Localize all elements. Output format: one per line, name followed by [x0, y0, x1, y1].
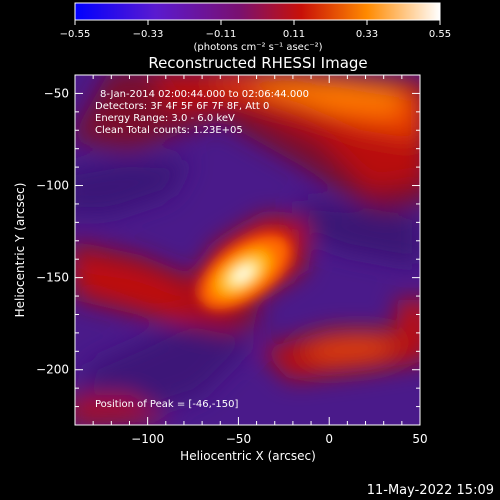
y-tick-label: −150	[36, 271, 69, 285]
x-tick-label: −100	[131, 432, 164, 446]
y-tick-label: −100	[36, 179, 69, 193]
colorbar-unit-label: (photons cm⁻² s⁻¹ asec⁻²)	[193, 42, 322, 53]
colorbar-gradient	[74, 2, 441, 21]
colorbar-tick-label: 0.11	[283, 29, 305, 40]
colorbar-tick-label: 0.33	[356, 29, 378, 40]
annotation-block: 8-Jan-2014 02:00:44.000 to 02:06:44.000D…	[95, 89, 309, 136]
heatmap-image	[75, 75, 420, 425]
y-axis: −50 −100 −150 −200	[36, 74, 420, 426]
colorbar-tick-label: −0.33	[133, 29, 164, 40]
y-axis-label: Heliocentric Y (arcsec)	[13, 183, 27, 318]
plot-frame	[74, 74, 421, 426]
annotation-line: Energy Range: 3.0 - 6.0 keV	[95, 113, 235, 124]
x-axis-label: Heliocentric X (arcsec)	[180, 449, 316, 463]
annotation-line: Detectors: 3F 4F 5F 6F 7F 8F, Att 0	[95, 101, 269, 112]
colorbar-tick-label: 0.55	[429, 29, 451, 40]
colorbar: −0.55 −0.33 −0.11 0.11 0.33 0.55 (photons cm⁻…	[60, 2, 451, 53]
y-tick-label: −50	[44, 86, 69, 100]
colorbar-tick-label: −0.55	[60, 29, 91, 40]
peak-position-label: Position of Peak = [-46,-150]	[95, 399, 239, 410]
colorbar-tick-label: −0.11	[206, 29, 237, 40]
annotation-line: 8-Jan-2014 02:00:44.000 to 02:06:44.000	[100, 89, 309, 100]
colorbar-ticks: −0.55 −0.33 −0.11 0.11 0.33 0.55	[60, 20, 451, 40]
date-stamp: 11-May-2022 15:09	[366, 483, 494, 498]
annotation-line: Clean Total counts: 1.23E+05	[95, 125, 243, 136]
chart-title: Reconstructed RHESSI Image	[148, 54, 367, 72]
x-axis: −100 −50 0 50	[74, 75, 428, 446]
x-tick-label: −50	[226, 432, 251, 446]
x-tick-label: 50	[412, 432, 427, 446]
y-tick-label: −200	[36, 363, 69, 377]
x-tick-label: 0	[325, 432, 333, 446]
